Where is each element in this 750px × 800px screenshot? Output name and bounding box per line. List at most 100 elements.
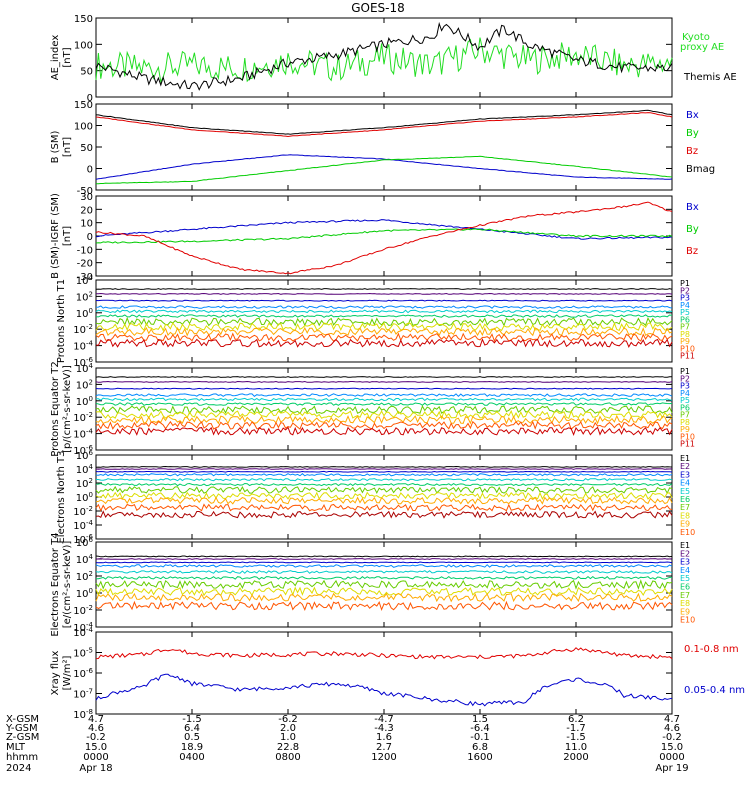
- legend-p4: P4: [680, 389, 690, 398]
- y-axis-unit: [nT]: [62, 47, 73, 67]
- y-tick-label: 104: [76, 553, 94, 566]
- x-axis-value: Apr 18: [79, 763, 112, 774]
- x-axis-value: 4.7: [88, 714, 104, 725]
- x-axis-value: 2000: [563, 752, 588, 763]
- series-line-p3: [95, 299, 673, 302]
- legend-e2: E2: [680, 462, 690, 471]
- x-axis-value: 1.0: [280, 732, 296, 743]
- panel-b_igrf: -30 -20 -10 0 10 20 30 B (SM)-IGRF (SM) [nT] Bx By…: [50, 192, 699, 283]
- legend-p3: P3: [680, 382, 690, 391]
- y-axis-unit: [p/(cm²-s-sr-keV)]: [62, 365, 73, 453]
- y-tick-label: -50: [77, 186, 93, 197]
- y-tick-label: 10-2: [73, 604, 93, 617]
- series-line-bz: [95, 201, 673, 275]
- x-axis-value: 1600: [467, 752, 492, 763]
- series-line-bx: [95, 154, 673, 180]
- x-axis-value: -6.4: [470, 723, 490, 734]
- series-line-e4: [95, 564, 673, 568]
- y-tick-label: 30: [80, 192, 93, 203]
- series-line-by: [95, 155, 673, 185]
- y-axis-unit: [W/m²]: [62, 655, 73, 690]
- x-axis-row-label: MLT: [6, 742, 26, 753]
- series-line-p4: [95, 305, 673, 309]
- legend-e2: E2: [680, 549, 690, 558]
- series-line-e2: [95, 468, 673, 470]
- series-line-themis-ae: [95, 21, 673, 91]
- y-tick-label: 150: [74, 100, 93, 111]
- legend-p7: P7: [680, 411, 690, 420]
- y-tick-label: 10-4: [73, 428, 93, 441]
- legend-bx: Bx: [686, 110, 699, 121]
- x-axis-value: 11.0: [565, 742, 587, 753]
- y-tick-label: 10-4: [73, 621, 93, 634]
- y-tick-label: 0: [87, 93, 93, 104]
- legend-p10: P10: [680, 432, 695, 441]
- series-line-e10: [95, 503, 673, 512]
- series-line-p9: [95, 414, 673, 425]
- series-line-p5: [95, 309, 673, 314]
- series-line-p2: [96, 292, 673, 295]
- y-tick-label: 100: [76, 307, 93, 320]
- panel-frame: [95, 631, 673, 715]
- x-axis-value: 1200: [371, 752, 396, 763]
- series-line-e6: [96, 575, 672, 580]
- x-axis-value: 4.6: [664, 723, 680, 734]
- x-axis-value: 15.0: [85, 742, 107, 753]
- x-axis-value: -1.7: [566, 723, 586, 734]
- y-tick-label: 10-5: [73, 647, 93, 660]
- plot-title: GOES-18: [351, 1, 405, 15]
- legend-e5: E5: [680, 487, 690, 496]
- x-axis-value: 2.7: [376, 742, 392, 753]
- legend-bz: Bz: [686, 146, 698, 157]
- y-tick-label: 10-6: [73, 533, 93, 546]
- legend-p6: P6: [680, 403, 690, 412]
- legend-e3: E3: [680, 470, 690, 479]
- series-line-e9: [95, 496, 673, 505]
- legend-e6: E6: [680, 495, 690, 504]
- y-axis-unit: [nT]: [62, 137, 73, 157]
- legend-e10: E10: [680, 616, 695, 625]
- y-axis-label: B (SM)-IGRF (SM): [50, 193, 61, 279]
- y-tick-label: 10-4: [73, 340, 93, 353]
- x-axis-value: 2.0: [280, 723, 296, 734]
- series-line-e7: [95, 579, 673, 590]
- legend-kyoto: Kyoto: [682, 32, 710, 43]
- legend-p6: P6: [680, 315, 690, 324]
- panel-b_sm: -50 0 50 100 150 B (SM) [nT] Bx By Bz Bmag: [50, 100, 715, 197]
- y-tick-label: 10: [80, 219, 93, 230]
- legend-e8: E8: [680, 599, 690, 608]
- y-axis-label: Protons Equator T2: [50, 361, 61, 457]
- x-axis-value: 1.5: [472, 714, 488, 725]
- y-axis-label: Electrons Equator T4: [50, 532, 61, 636]
- legend-p9: P9: [680, 337, 690, 346]
- x-axis-value: 1.6: [376, 732, 392, 743]
- x-axis-value: 4.6: [88, 723, 104, 734]
- x-axis-row-label: Y-GSM: [5, 723, 38, 734]
- y-tick-label: 10-7: [73, 688, 93, 701]
- x-axis-value: -0.1: [470, 732, 490, 743]
- y-tick-label: 104: [76, 274, 94, 287]
- y-axis-label: B (SM): [50, 130, 61, 163]
- y-tick-label: 10-4: [73, 519, 93, 532]
- y-tick-label: 10-6: [73, 356, 93, 369]
- y-tick-label: 10-4: [73, 626, 93, 639]
- series-line-p7: [95, 316, 673, 327]
- y-tick-label: 10-8: [73, 708, 93, 721]
- series-line-p1: [95, 288, 673, 290]
- panel-protons_t2: 10-6 10-4 10-2 100 102 104 Protons Equator T2[…: [50, 361, 695, 457]
- y-tick-label: 0: [87, 165, 93, 176]
- y-tick-label: 106: [76, 449, 94, 462]
- y-tick-label: 102: [76, 378, 93, 391]
- legend-p8: P8: [680, 330, 690, 339]
- series-line-kyoto-proxy-ae: [95, 37, 673, 84]
- legend-p11: P11: [680, 440, 695, 449]
- panel-frame: [95, 195, 673, 277]
- series-line-e2: [95, 558, 673, 560]
- series-line-e5: [96, 477, 673, 482]
- series-line-p11: [95, 338, 673, 348]
- series-line-p9: [95, 326, 673, 337]
- legend-e8: E8: [680, 511, 690, 520]
- legend-p10: P10: [680, 344, 695, 353]
- series-line-0-05-0-4-nm: [95, 673, 673, 707]
